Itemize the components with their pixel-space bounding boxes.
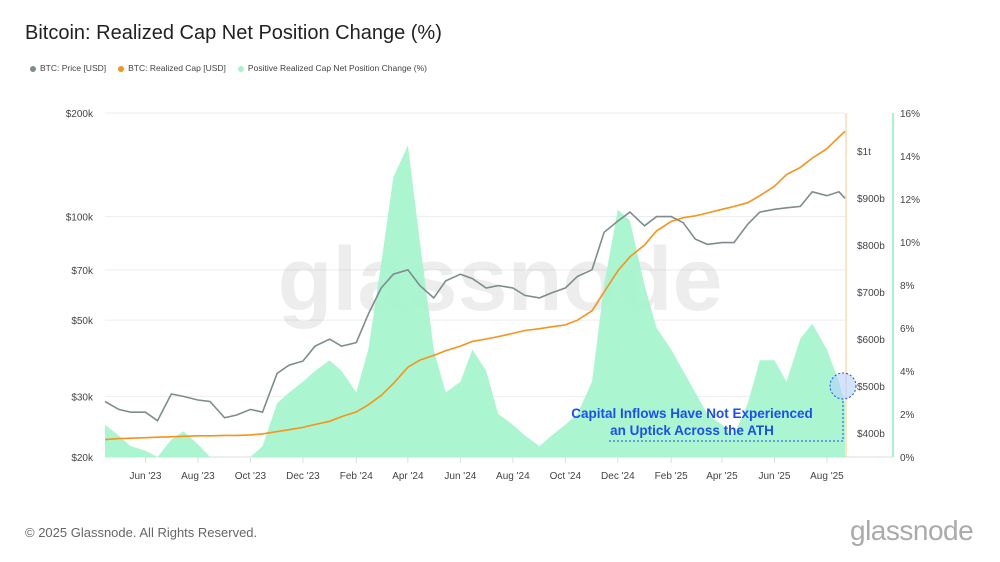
- y-left-tick-label: $100k: [66, 213, 94, 224]
- y-pct-tick-label: 0%: [900, 453, 915, 464]
- x-tick-label: Dec '24: [601, 471, 635, 482]
- legend-label: Positive Realized Cap Net Position Chang…: [247, 63, 427, 73]
- y-pct-tick-label: 8%: [900, 281, 915, 292]
- y-pct-tick-label: 14%: [900, 152, 920, 163]
- x-tick-label: Jun '23: [129, 471, 161, 482]
- y-left-tick-label: $50k: [71, 316, 94, 327]
- x-tick-label: Feb '24: [340, 471, 373, 482]
- y-left-tick-label: $30k: [71, 392, 94, 403]
- price-line: [104, 190, 846, 422]
- annotation-text: Capital Inflows Have Not Experienced: [571, 406, 813, 421]
- x-tick-label: Jun '25: [758, 471, 790, 482]
- annotation-leader: [609, 399, 844, 442]
- legend-item-net-position[interactable]: Positive Realized Cap Net Position Chang…: [237, 63, 427, 73]
- y-cap-tick-label: $700b: [857, 288, 885, 299]
- annotation-text: an Uptick Across the ATH: [610, 423, 774, 438]
- x-tick-label: Feb '25: [655, 471, 688, 482]
- realized-cap-line: [104, 130, 846, 441]
- y-cap-tick-label: $900b: [857, 194, 885, 205]
- x-tick-label: Dec '23: [286, 471, 320, 482]
- watermark: glassnode: [277, 230, 722, 330]
- y-cap-tick-label: $1t: [857, 147, 871, 158]
- glassnode-logo: glassnode: [850, 515, 974, 546]
- net-position-area: [105, 145, 845, 458]
- y-cap-tick-label: $400b: [857, 429, 885, 440]
- page-title: Bitcoin: Realized Cap Net Position Chang…: [25, 22, 442, 44]
- x-tick-label: Aug '23: [181, 471, 215, 482]
- y-cap-tick-label: $800b: [857, 241, 885, 252]
- y-left-tick-label: $200k: [66, 109, 94, 120]
- legend-item-price[interactable]: BTC: Price [USD]: [30, 63, 106, 73]
- y-pct-tick-label: 12%: [900, 195, 920, 206]
- x-tick-label: Jun '24: [444, 471, 476, 482]
- y-pct-tick-label: 4%: [900, 367, 915, 378]
- copyright: © 2025 Glassnode. All Rights Reserved.: [25, 525, 258, 540]
- y-left-tick-label: $20k: [71, 453, 94, 464]
- pct-dot-icon: [237, 65, 244, 72]
- x-tick-label: Aug '25: [810, 471, 844, 482]
- x-tick-label: Oct '24: [550, 471, 582, 482]
- y-left-tick-label: $70k: [71, 266, 94, 277]
- x-tick-label: Oct '23: [235, 471, 267, 482]
- y-pct-tick-label: 10%: [900, 238, 920, 249]
- x-tick-label: Apr '24: [392, 471, 424, 482]
- y-pct-tick-label: 2%: [900, 410, 915, 421]
- y-cap-tick-label: $600b: [857, 335, 885, 346]
- cap-dot-icon: [118, 65, 125, 72]
- legend-label: BTC: Realized Cap [USD]: [128, 63, 226, 73]
- y-pct-tick-label: 16%: [900, 109, 920, 120]
- price-dot-icon: [30, 65, 36, 72]
- highlight-circle: [829, 372, 857, 400]
- legend-item-realized-cap[interactable]: BTC: Realized Cap [USD]: [118, 63, 226, 73]
- x-tick-label: Aug '24: [496, 471, 530, 482]
- y-cap-tick-label: $500b: [857, 382, 885, 393]
- x-tick-label: Apr '25: [706, 471, 738, 482]
- y-pct-tick-label: 6%: [900, 324, 915, 335]
- legend-label: BTC: Price [USD]: [40, 63, 107, 73]
- legend: BTC: Price [USD] BTC: Realized Cap [USD]…: [30, 63, 427, 73]
